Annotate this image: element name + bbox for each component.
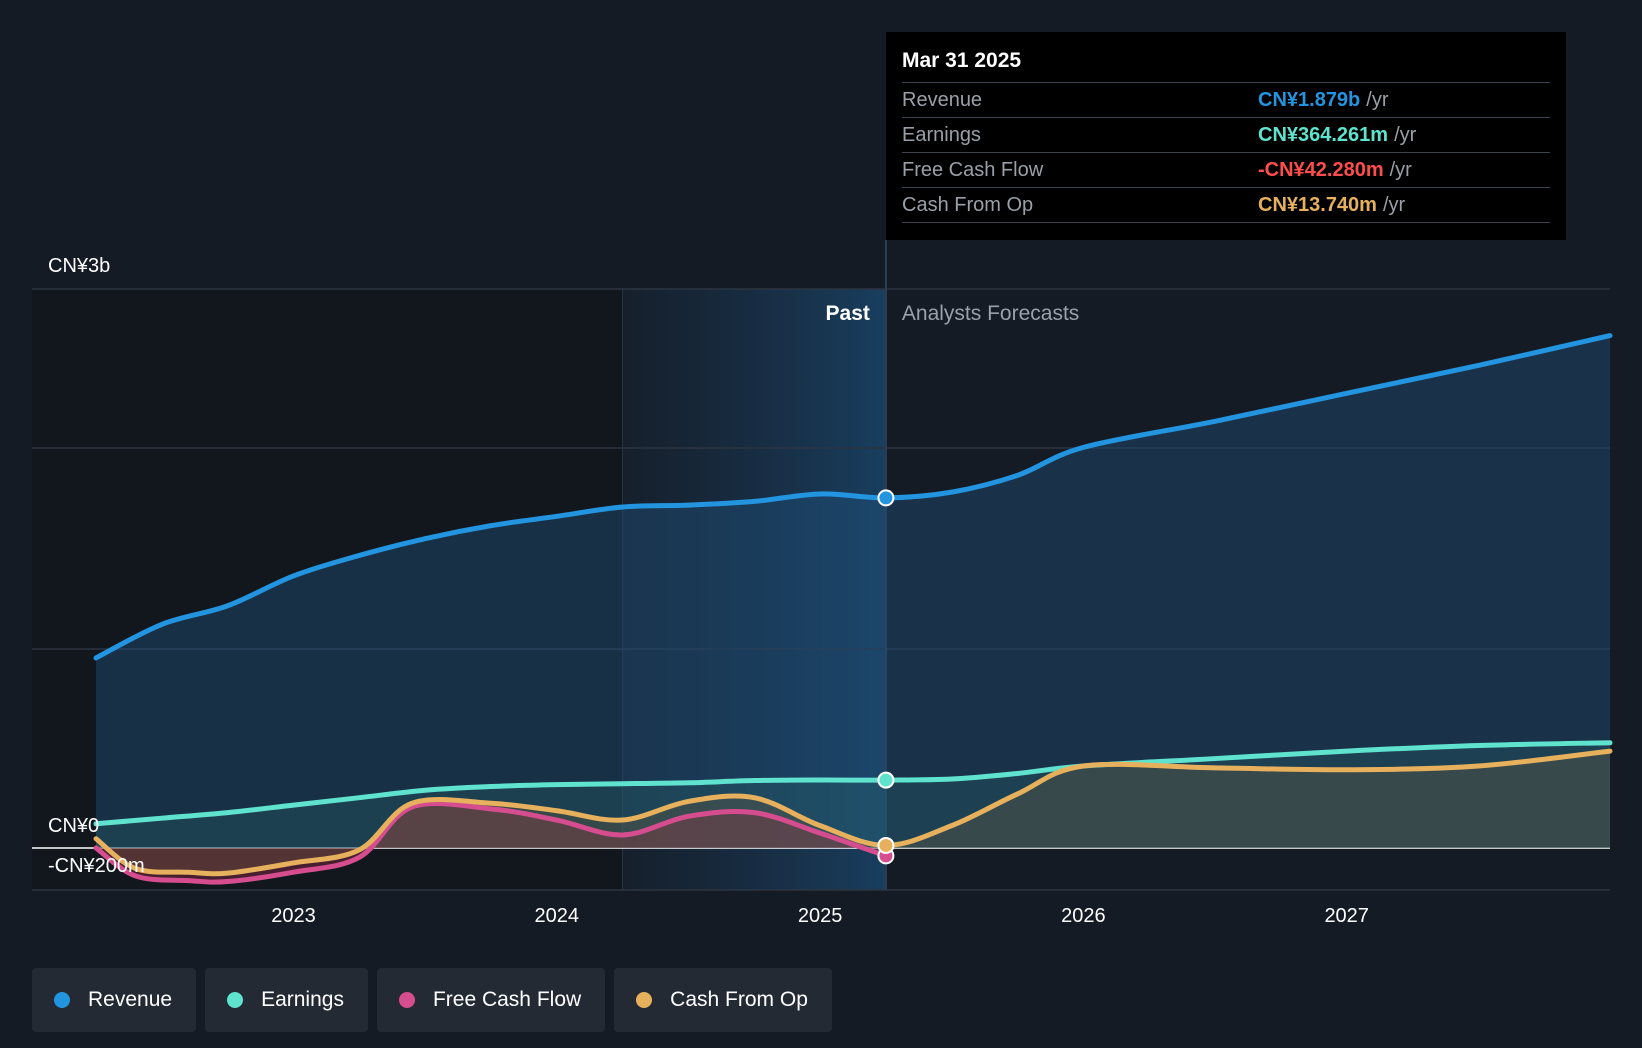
past-region-left	[32, 289, 623, 890]
tooltip-value: CN¥1.879b	[1258, 88, 1361, 111]
x-tick-label: 2024	[535, 905, 580, 927]
tooltip-value: CN¥364.261m	[1258, 123, 1389, 146]
earnings-marker	[877, 771, 895, 789]
tooltip-date: Mar 31 2025	[902, 49, 1022, 72]
legend-label: Cash From Op	[670, 988, 808, 1011]
tooltip-row-free-cash-flow: Free Cash Flow -CN¥42.280m /yr	[902, 152, 1550, 187]
y-tick-label: -CN¥200m	[48, 855, 145, 877]
tooltip-unit: /yr	[1389, 158, 1412, 181]
revenue-marker	[877, 489, 895, 507]
legend-dot-icon	[54, 992, 70, 1008]
tooltip-row-earnings: Earnings CN¥364.261m /yr	[902, 117, 1550, 152]
x-tick-label: 2026	[1061, 905, 1106, 927]
legend-label: Revenue	[88, 988, 173, 1011]
legend-label: Earnings	[261, 988, 344, 1011]
legend-dot-icon	[636, 992, 653, 1008]
tooltip-label: Free Cash Flow	[902, 158, 1044, 181]
tooltip-value: -CN¥42.280m	[1258, 158, 1384, 181]
earnings-line	[93, 740, 1613, 827]
cash-from-op-marker	[877, 836, 895, 854]
legend-item-free-cash-flow[interactable]: Free Cash Flow	[376, 968, 606, 1032]
legend-item-cash-from-op[interactable]: Cash From Op	[614, 968, 832, 1032]
x-tick-label: 2025	[798, 905, 843, 927]
tooltip-value: CN¥13.740m	[1258, 193, 1377, 216]
legend-label: Free Cash Flow	[432, 988, 582, 1011]
x-tick-label: 2027	[1324, 905, 1369, 927]
legend-dot-icon	[398, 992, 415, 1008]
tooltip-label: Cash From Op	[902, 193, 1034, 216]
tooltip-row-cash-from-op: Cash From Op CN¥13.740m /yr	[902, 187, 1550, 223]
cash-from-op-line	[93, 748, 1613, 877]
legend: Revenue Earnings Free Cash Flow Cash Fro…	[32, 968, 832, 1032]
tooltip-label: Earnings	[902, 123, 981, 146]
legend-dot-icon	[227, 992, 244, 1008]
revenue-line	[93, 333, 1613, 661]
tooltip: Mar 31 2025 Revenue CN¥1.879b /yr Earnin…	[886, 32, 1566, 240]
forecast-label: Analysts Forecasts	[902, 302, 1079, 325]
tooltip-row-revenue: Revenue CN¥1.879b /yr	[902, 82, 1550, 117]
revenue-area	[96, 335, 1610, 848]
tooltip-unit: /yr	[1382, 193, 1406, 216]
tooltip-unit: /yr	[1366, 88, 1389, 111]
past-label: Past	[826, 302, 870, 325]
past-region-highlight	[622, 289, 886, 890]
y-tick-label: CN¥3b	[48, 255, 110, 277]
free-cash-flow-line	[93, 800, 889, 885]
x-tick-label: 2023	[271, 905, 316, 927]
y-tick-label: CN¥0	[48, 815, 99, 837]
tooltip-label: Revenue	[902, 88, 983, 111]
legend-item-revenue[interactable]: Revenue	[32, 968, 197, 1032]
tooltip-unit: /yr	[1394, 123, 1417, 146]
cash-from-op-area	[96, 751, 1610, 874]
legend-item-earnings[interactable]: Earnings	[205, 968, 368, 1032]
